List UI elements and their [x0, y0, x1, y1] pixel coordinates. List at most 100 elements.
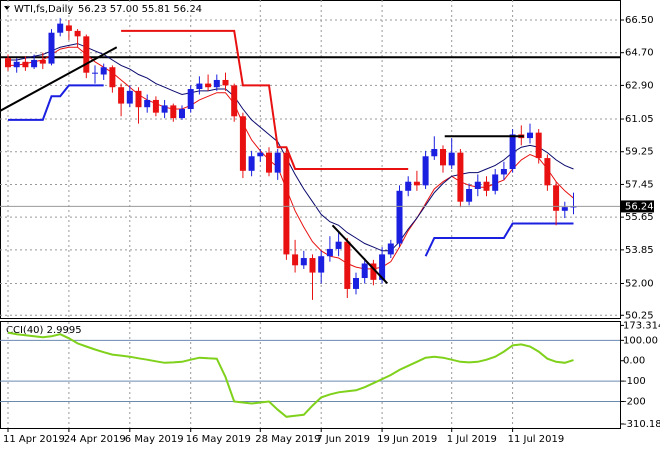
candle-body	[422, 156, 429, 186]
x-tick-label: 24 Apr 2019	[64, 434, 126, 445]
cci-line	[7, 331, 574, 418]
candle-body	[553, 185, 560, 211]
y-tick-label: 61.05	[625, 114, 654, 125]
candle-body	[83, 36, 90, 73]
candle-body	[561, 207, 568, 211]
x-tick-label: 1 Jul 2019	[447, 434, 497, 445]
x-tick-label: 19 Jun 2019	[377, 434, 437, 445]
candle-body	[126, 90, 133, 104]
candle-body	[118, 87, 125, 104]
overlay-line	[8, 84, 574, 257]
candle-body	[266, 152, 272, 173]
candle-body	[13, 61, 20, 68]
candle-body	[335, 241, 342, 249]
candle-body	[535, 132, 542, 159]
candle-body	[57, 23, 64, 33]
trend-line	[331, 224, 389, 285]
candle-body	[361, 263, 368, 279]
candle-body	[100, 67, 107, 75]
x-tick-label: 6 May 2019	[125, 434, 184, 445]
candle-body	[457, 152, 464, 202]
x-tick-label: 11 Jul 2019	[508, 434, 565, 445]
x-tick-label: 28 May 2019	[255, 434, 320, 445]
candle-body	[300, 258, 307, 266]
overlay-line	[121, 29, 409, 170]
candle-body	[474, 181, 481, 189]
candle-body	[205, 83, 212, 88]
candle-body	[239, 116, 246, 171]
candle-body	[483, 181, 490, 191]
x-tick-label: 11 Apr 2019	[3, 434, 65, 445]
candle-body	[387, 243, 394, 255]
candle-body	[431, 149, 438, 157]
candle-body	[248, 156, 255, 171]
candle-body	[353, 278, 359, 289]
candle-body	[187, 89, 194, 110]
price-frame	[0, 0, 621, 319]
candle-body	[257, 152, 264, 157]
y-tick-label: 62.90	[625, 80, 654, 91]
candle-body	[179, 109, 185, 119]
candle-body	[196, 83, 203, 90]
last-price-label: 56.24	[625, 201, 654, 212]
menu-icon	[4, 6, 10, 10]
x-tick-label: 16 May 2019	[186, 434, 251, 445]
indicator-tick-label: -310.184	[623, 419, 660, 430]
candle-body	[5, 58, 11, 68]
indicator-tick-label: 100.00	[623, 335, 658, 346]
candle-body	[448, 152, 455, 166]
indicator-tick-label: 0.00	[623, 356, 645, 367]
candle-body	[292, 254, 299, 266]
candle-body	[396, 190, 403, 244]
candle-body	[344, 241, 351, 289]
candle-body	[379, 254, 386, 280]
y-tick-label: 57.45	[625, 179, 654, 190]
candle-body	[466, 188, 473, 202]
candle-body	[274, 152, 281, 173]
candle-body	[22, 61, 29, 68]
candle-body	[509, 134, 516, 169]
candle-body	[413, 181, 420, 186]
candle-body	[74, 30, 81, 37]
indicator-tick-label: -200	[623, 397, 646, 408]
candle-body	[144, 99, 151, 108]
candle-body	[65, 25, 72, 31]
trend-line	[0, 46, 118, 112]
last-price-box	[620, 200, 654, 213]
overlay-line	[8, 43, 574, 252]
indicator-frame	[0, 321, 621, 429]
y-tick-label: 52.00	[625, 278, 654, 289]
candle-body	[492, 174, 499, 191]
candle-body	[527, 132, 533, 139]
candle-body	[283, 152, 290, 255]
candle-body	[170, 105, 177, 119]
candle-body	[500, 168, 507, 175]
candle-body	[161, 105, 168, 113]
x-tick-label: 7 Jun 2019	[316, 434, 370, 445]
indicator-tick-label: 173.3145	[623, 320, 660, 331]
candle-body	[318, 256, 325, 273]
indicator-tick-label: -100	[623, 376, 646, 387]
candle-body	[31, 59, 38, 68]
y-tick-label: 50.25	[625, 310, 654, 321]
candle-body	[92, 72, 98, 74]
y-tick-label: 66.50	[625, 15, 654, 26]
candle-body	[309, 258, 316, 273]
y-tick-label: 64.70	[625, 48, 654, 59]
candle-body	[109, 67, 116, 88]
candle-body	[544, 158, 551, 186]
y-tick-label: 59.25	[625, 147, 654, 158]
candle-body	[405, 181, 412, 191]
candle-body	[39, 59, 46, 64]
candle-body	[231, 85, 238, 117]
chart-subtitle: 56.23 57.00 55.81 56.24	[78, 4, 202, 15]
candle-body	[222, 79, 229, 86]
y-tick-label: 55.65	[625, 212, 654, 223]
candle-body	[152, 99, 159, 113]
indicator-label: CCI(40) 2.9995	[6, 325, 82, 336]
y-tick-label: 53.85	[625, 245, 654, 256]
candle-body	[440, 149, 446, 166]
candle-body	[326, 248, 333, 257]
